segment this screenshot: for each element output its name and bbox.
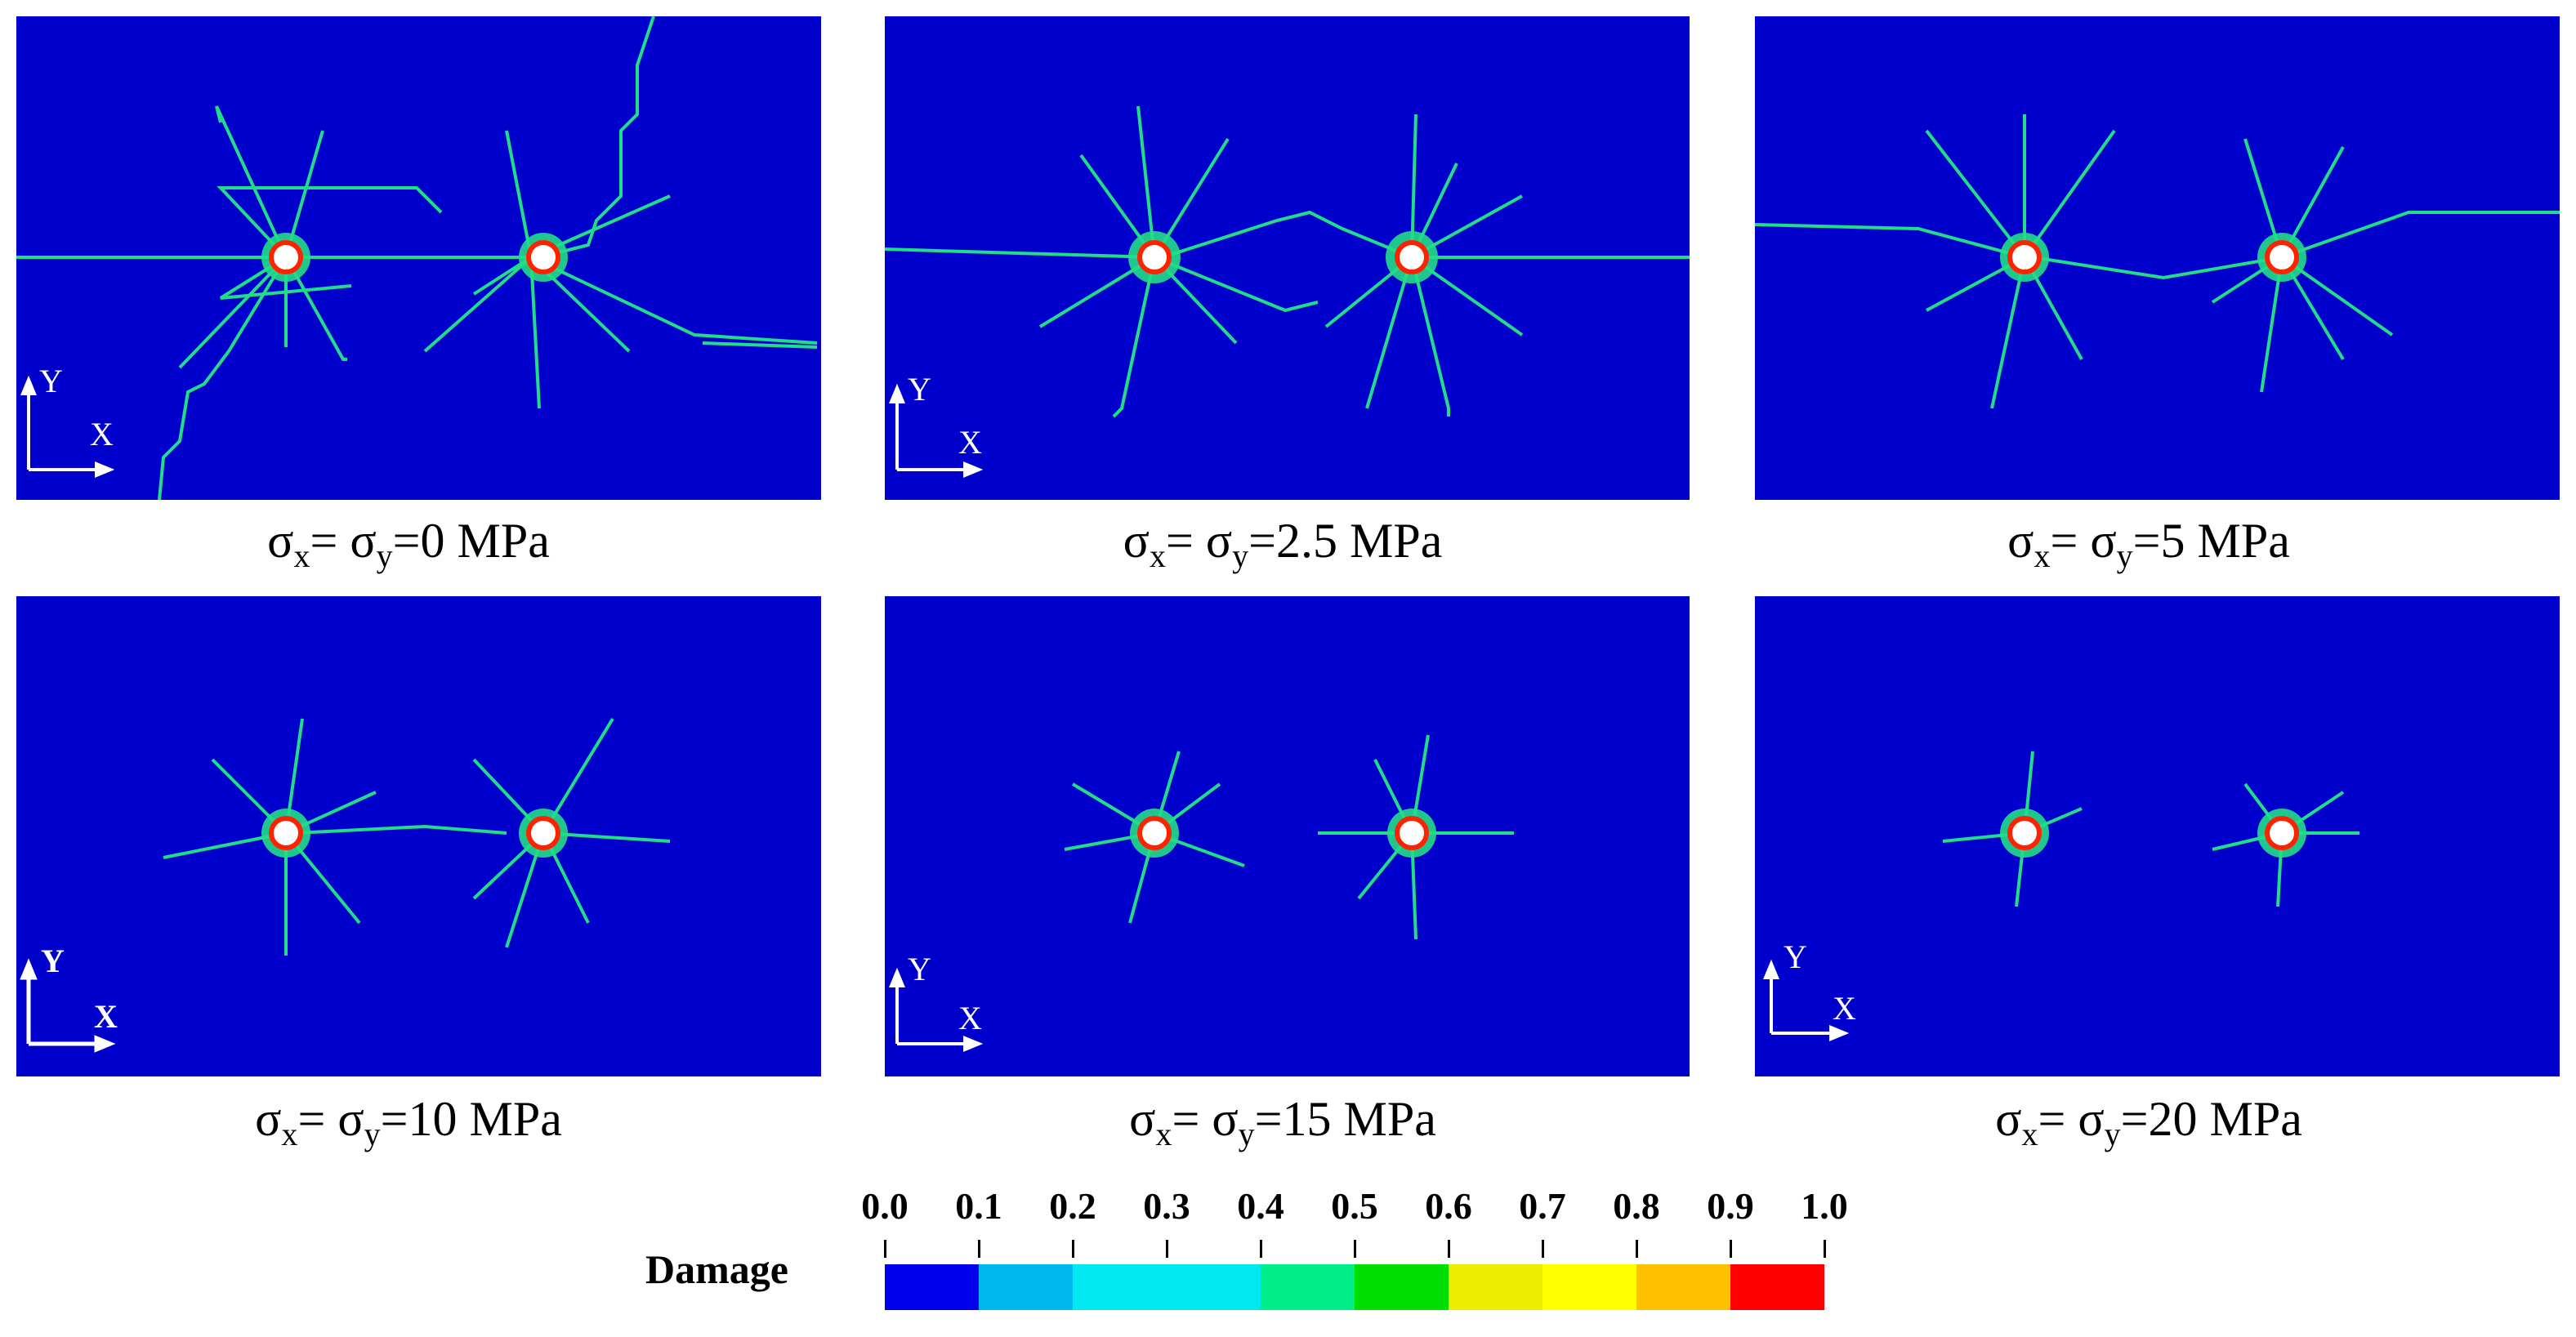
colorbar-tick-label: 0.3	[1143, 1185, 1190, 1227]
caption-2-5mpa: σx= σy=2.5 MPa	[1123, 514, 1443, 574]
caption-20mpa: σx= σy=20 MPa	[1995, 1092, 2302, 1152]
axis-icon	[889, 967, 984, 1052]
damage-panel-15mpa: Y X	[885, 596, 1690, 1076]
damage-panel-10mpa: Y X	[16, 596, 821, 1076]
colorbar-swatch-3	[1167, 1264, 1261, 1310]
axis-y-label: Y	[908, 951, 931, 987]
crack-pattern-20mpa: Y X	[1763, 751, 2359, 1041]
legend-title: Damage	[645, 1246, 788, 1292]
colorbar-tick	[1542, 1240, 1544, 1258]
colorbar-tick-label: 0.6	[1425, 1185, 1472, 1227]
axis-x-label: X	[958, 1000, 982, 1036]
colorbar-tick-label: 0.1	[955, 1185, 1002, 1227]
crack-pattern-5mpa	[1755, 114, 2560, 409]
caption-15mpa: σx= σy=15 MPa	[1129, 1092, 1436, 1152]
colorbar-tick	[1072, 1240, 1074, 1258]
colorbar-tick-label: 0.8	[1613, 1185, 1660, 1227]
crack-pattern-2-5mpa: Y X	[885, 105, 1690, 478]
axis-x-label: X	[958, 424, 982, 461]
colorbar-tick	[1354, 1240, 1356, 1258]
colorbar-tick	[1260, 1240, 1262, 1258]
colorbar-tick	[978, 1240, 980, 1258]
axis-icon	[20, 375, 115, 478]
colorbar-tick-label: 1.0	[1801, 1185, 1848, 1227]
damage-panel-20mpa: Y X	[1755, 596, 2560, 1076]
axis-y-label: Y	[1784, 938, 1807, 975]
colorbar-swatch-6	[1449, 1264, 1542, 1310]
caption-10mpa: σx= σy=10 MPa	[255, 1092, 562, 1152]
axis-x-label: X	[94, 998, 118, 1035]
colorbar-swatch-0	[885, 1264, 979, 1310]
colorbar-tick-label: 0.9	[1707, 1185, 1754, 1227]
axis-y-label: Y	[908, 371, 931, 408]
colorbar-tick-label: 0.0	[861, 1185, 909, 1227]
damage-panel-0mpa: Y X	[16, 16, 821, 500]
colorbar-tick	[1448, 1240, 1450, 1258]
colorbar-tick-label: 0.7	[1519, 1185, 1566, 1227]
axis-icon	[20, 958, 116, 1053]
colorbar-swatch-7	[1542, 1264, 1636, 1310]
axis-x-label: X	[1833, 990, 1856, 1027]
colorbar-tick-label: 0.5	[1331, 1185, 1378, 1227]
colorbar-swatch-1	[979, 1264, 1073, 1310]
crack-pattern-15mpa: Y X	[889, 734, 1514, 1052]
damage-panel-5mpa	[1755, 16, 2560, 500]
colorbar-tick-label: 0.4	[1237, 1185, 1284, 1227]
colorbar-swatch-5	[1355, 1264, 1449, 1310]
colorbar-tick	[1636, 1240, 1638, 1258]
colorbar-tick	[1166, 1240, 1168, 1258]
axis-icon	[1763, 959, 1850, 1041]
colorbar-tick	[884, 1240, 886, 1258]
colorbar-tick-label: 0.2	[1049, 1185, 1096, 1227]
damage-colorbar: 0.0 0.1 0.2 0.3 0.4 0.5 0.6 0.7 0.8 0.9 1.0	[861, 1184, 1848, 1315]
crack-pattern-0mpa: Y X	[16, 16, 818, 500]
colorbar-tick	[1730, 1240, 1732, 1258]
colorbar-swatch-4	[1261, 1264, 1355, 1310]
caption-0mpa: σx= σy=0 MPa	[267, 514, 550, 574]
caption-5mpa: σx= σy=5 MPa	[2007, 514, 2290, 574]
axis-y-label: Y	[39, 363, 63, 399]
colorbar-swatch-9	[1730, 1264, 1824, 1310]
damage-panel-2-5mpa: Y X	[885, 16, 1690, 500]
axis-icon	[889, 383, 984, 478]
colorbar-swatch-2	[1073, 1264, 1167, 1310]
crack-pattern-10mpa: Y X	[20, 717, 671, 1053]
axis-x-label: X	[90, 416, 114, 452]
colorbar-tick	[1824, 1240, 1826, 1258]
axis-y-label: Y	[41, 943, 65, 979]
colorbar-swatch-8	[1636, 1264, 1730, 1310]
